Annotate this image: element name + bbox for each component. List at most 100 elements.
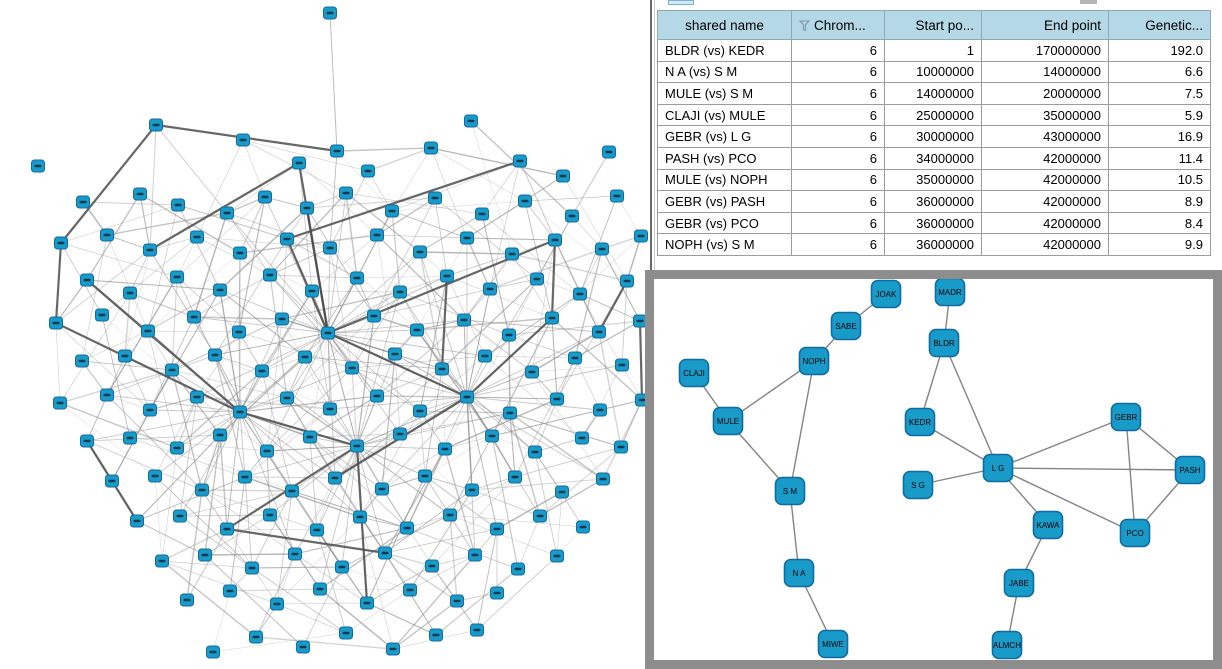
network-edge[interactable] xyxy=(261,332,329,372)
table-cell[interactable]: 35000000 xyxy=(981,103,1109,127)
big-network-canvas[interactable] xyxy=(0,0,650,669)
network-edge[interactable] xyxy=(345,192,421,253)
network-edge[interactable] xyxy=(406,514,451,529)
network-edge[interactable] xyxy=(406,396,468,529)
network-edge[interactable] xyxy=(481,213,581,295)
network-edge[interactable] xyxy=(244,408,331,478)
network-edge[interactable] xyxy=(551,317,643,401)
table-cell[interactable]: 42000000 xyxy=(981,168,1109,192)
network-edge[interactable] xyxy=(399,433,498,530)
network-node[interactable] xyxy=(511,562,525,576)
network-node[interactable] xyxy=(435,362,449,376)
network-edge[interactable] xyxy=(327,247,331,334)
network-node[interactable] xyxy=(300,201,314,215)
network-node[interactable] xyxy=(305,284,319,298)
table-cell[interactable]: 6 xyxy=(791,39,885,62)
network-edge[interactable] xyxy=(511,253,628,282)
network-edge[interactable] xyxy=(416,319,465,331)
network-node[interactable] xyxy=(285,484,299,498)
network-edge[interactable] xyxy=(391,200,526,212)
network-edge[interactable] xyxy=(424,475,473,491)
network-node[interactable]: N A xyxy=(783,558,815,588)
network-node[interactable] xyxy=(143,403,157,417)
network-edge[interactable] xyxy=(943,342,999,469)
network-edge[interactable] xyxy=(334,477,411,591)
network-node[interactable] xyxy=(233,405,247,419)
network-edge[interactable] xyxy=(59,292,131,404)
network-edge[interactable] xyxy=(345,192,483,215)
network-edge[interactable] xyxy=(481,160,521,215)
network-edge[interactable] xyxy=(484,317,553,357)
network-edge[interactable] xyxy=(471,476,516,491)
network-edge[interactable] xyxy=(261,356,306,372)
network-edge[interactable] xyxy=(329,170,369,249)
network-node[interactable] xyxy=(548,233,562,247)
network-edge[interactable] xyxy=(286,238,358,279)
network-edge[interactable] xyxy=(484,355,576,359)
network-node[interactable] xyxy=(100,388,114,402)
network-node[interactable] xyxy=(503,406,517,420)
network-edge[interactable] xyxy=(281,238,288,320)
table-cell[interactable]: 36000000 xyxy=(884,211,982,235)
network-edge[interactable] xyxy=(489,278,538,290)
network-edge[interactable] xyxy=(366,475,426,604)
network-node[interactable] xyxy=(220,206,234,220)
network-edge[interactable] xyxy=(55,322,241,413)
network-edge[interactable] xyxy=(466,396,601,411)
network-edge[interactable] xyxy=(409,489,473,591)
network-edge[interactable] xyxy=(251,567,347,634)
network-edge[interactable] xyxy=(356,275,448,279)
network-edge[interactable] xyxy=(431,554,476,567)
table-cell[interactable]: 9.9 xyxy=(1108,233,1211,256)
table-cell[interactable]: 6 xyxy=(791,168,885,192)
table-cell[interactable]: GEBR (vs) PCO xyxy=(657,211,792,235)
network-edge[interactable] xyxy=(416,317,553,331)
network-edge[interactable] xyxy=(444,435,493,450)
network-edge[interactable] xyxy=(435,568,519,636)
network-node[interactable] xyxy=(565,209,579,223)
network-edge[interactable] xyxy=(276,490,293,605)
network-node[interactable] xyxy=(148,469,162,483)
network-node[interactable] xyxy=(367,309,381,323)
network-edge[interactable] xyxy=(355,445,369,604)
network-edge[interactable] xyxy=(269,274,353,369)
network-edge[interactable] xyxy=(463,319,600,333)
network-edge[interactable] xyxy=(176,411,241,449)
network-edge[interactable] xyxy=(316,445,358,531)
table-cell[interactable]: 30000000 xyxy=(884,125,982,148)
network-edge[interactable] xyxy=(239,395,378,413)
table-row[interactable]: N A (vs) S M 6 10000000 14000000 6.6 xyxy=(657,60,1211,84)
network-edge[interactable] xyxy=(419,213,483,253)
network-node[interactable] xyxy=(528,445,542,459)
network-node[interactable] xyxy=(360,596,374,610)
network-edge[interactable] xyxy=(394,353,468,398)
network-edge[interactable] xyxy=(430,147,564,177)
network-edge[interactable] xyxy=(356,445,426,477)
network-edge[interactable] xyxy=(416,237,468,331)
network-edge[interactable] xyxy=(136,520,206,556)
network-node[interactable] xyxy=(323,402,337,416)
network-edge[interactable] xyxy=(276,553,296,605)
network-edge[interactable] xyxy=(376,234,465,321)
network-edge[interactable] xyxy=(430,147,468,239)
network-node[interactable] xyxy=(105,474,119,488)
network-node[interactable]: S G xyxy=(902,470,934,500)
network-edge[interactable] xyxy=(266,450,271,516)
network-edge[interactable] xyxy=(179,515,253,569)
network-edge[interactable] xyxy=(327,332,468,398)
network-edge[interactable] xyxy=(305,207,330,334)
network-edge[interactable] xyxy=(239,356,306,413)
network-node[interactable] xyxy=(596,472,610,486)
network-edge[interactable] xyxy=(449,514,584,528)
network-edge[interactable] xyxy=(571,151,610,217)
network-edge[interactable] xyxy=(239,411,318,531)
network-edge[interactable] xyxy=(446,239,556,277)
network-edge[interactable] xyxy=(226,411,241,530)
network-edge[interactable] xyxy=(327,332,396,355)
network-edge[interactable] xyxy=(214,354,246,478)
network-node[interactable] xyxy=(339,626,353,640)
network-edge[interactable] xyxy=(466,396,498,530)
network-node[interactable] xyxy=(556,169,570,183)
network-edge[interactable] xyxy=(351,291,401,369)
network-edge[interactable] xyxy=(463,319,533,373)
